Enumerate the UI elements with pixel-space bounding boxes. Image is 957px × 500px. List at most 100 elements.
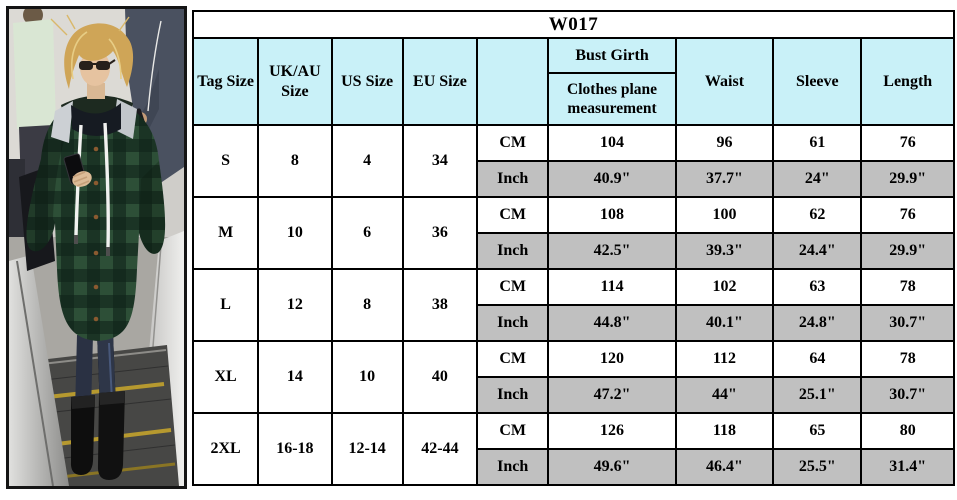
size-chart-table: W017 Tag Size UK/AU Size US Size EU Size…: [191, 10, 955, 486]
cell-bust: 114: [547, 268, 677, 306]
cell-uk-au-size: 12: [257, 268, 333, 342]
cell-sleeve: 24.4": [772, 232, 863, 270]
table-row: 2XL 16-18 12-14 42-44 CM 126 118 65 80: [191, 412, 955, 486]
col-header-bust-girth: Bust Girth: [547, 37, 677, 74]
product-photo: [6, 6, 187, 489]
col-header-clothes-plane: Clothes plane measurement: [547, 72, 677, 126]
cell-sleeve: 63: [772, 268, 863, 306]
cell-sleeve: 24": [772, 160, 863, 198]
cell-bust: 44.8": [547, 304, 677, 342]
table-row: L 12 8 38 CM 114 102 63 78: [191, 268, 955, 342]
cell-bust: 49.6": [547, 448, 677, 486]
cell-length: 29.9": [860, 160, 955, 198]
cell-us-size: 12-14: [330, 412, 404, 486]
cell-tag-size: S: [191, 124, 260, 198]
cell-unit: Inch: [476, 304, 550, 342]
cell-unit: Inch: [476, 376, 550, 414]
cell-us-size: 6: [330, 196, 404, 270]
cell-sleeve: 65: [772, 412, 863, 450]
col-header-eu-size: EU Size: [401, 37, 479, 126]
cell-sleeve: 62: [772, 196, 863, 234]
cell-uk-au-size: 16-18: [257, 412, 333, 486]
col-header-sleeve: Sleeve: [772, 37, 863, 126]
table-row: Inch 49.6" 46.4" 25.5" 31.4": [193, 448, 955, 486]
cell-eu-size: 34: [401, 124, 479, 198]
cell-sleeve: 61: [772, 124, 863, 162]
cell-length: 30.7": [860, 304, 955, 342]
header-row: Tag Size UK/AU Size US Size EU Size Bust…: [191, 37, 955, 126]
cell-bust: 104: [547, 124, 677, 162]
col-header-unit: [476, 37, 550, 126]
model-figure: [19, 14, 166, 480]
cell-sleeve: 24.8": [772, 304, 863, 342]
cell-bust: 40.9": [547, 160, 677, 198]
cell-tag-size: XL: [191, 340, 260, 414]
cell-us-size: 8: [330, 268, 404, 342]
cell-uk-au-size: 14: [257, 340, 333, 414]
col-header-us-size: US Size: [330, 37, 404, 126]
table-row: Inch 42.5" 39.3" 24.4" 29.9": [193, 232, 955, 270]
cell-tag-size: 2XL: [191, 412, 260, 486]
table-row: S 8 4 34 CM 104 96 61 76: [191, 124, 955, 198]
cell-bust: 120: [547, 340, 677, 378]
cell-uk-au-size: 10: [257, 196, 333, 270]
cell-unit: CM: [476, 340, 550, 378]
cell-length: 76: [860, 196, 955, 234]
col-header-length: Length: [860, 37, 955, 126]
col-header-tag-size: Tag Size: [191, 37, 260, 126]
cell-unit: CM: [476, 124, 550, 162]
sunglasses: [79, 59, 116, 70]
cell-tag-size: M: [191, 196, 260, 270]
cell-waist: 46.4": [674, 448, 775, 486]
col-header-waist: Waist: [674, 37, 775, 126]
cell-waist: 44": [674, 376, 775, 414]
cell-waist: 118: [674, 412, 775, 450]
cell-length: 29.9": [860, 232, 955, 270]
cell-unit: Inch: [476, 232, 550, 270]
button-placket: [93, 146, 99, 322]
cell-length: 76: [860, 124, 955, 162]
cell-tag-size: L: [191, 268, 260, 342]
cell-eu-size: 38: [401, 268, 479, 342]
table-title: W017: [192, 10, 955, 39]
cell-waist: 100: [674, 196, 775, 234]
cell-bust: 42.5": [547, 232, 677, 270]
cell-unit: CM: [476, 196, 550, 234]
cell-length: 30.7": [860, 376, 955, 414]
table-row: Inch 40.9" 37.7" 24" 29.9": [193, 160, 955, 198]
cell-eu-size: 36: [401, 196, 479, 270]
cell-length: 78: [860, 340, 955, 378]
cell-waist: 39.3": [674, 232, 775, 270]
cell-us-size: 10: [330, 340, 404, 414]
cell-eu-size: 40: [401, 340, 479, 414]
cell-sleeve: 64: [772, 340, 863, 378]
cell-bust: 108: [547, 196, 677, 234]
title-row: W017: [192, 10, 955, 39]
cell-waist: 96: [674, 124, 775, 162]
cell-waist: 40.1": [674, 304, 775, 342]
cell-bust: 47.2": [547, 376, 677, 414]
header-subrow: Clothes plane measurement: [193, 72, 954, 126]
cell-waist: 112: [674, 340, 775, 378]
plaid-jacket: [26, 99, 166, 341]
cell-us-size: 4: [330, 124, 404, 198]
hair: [50, 14, 134, 89]
cell-unit: CM: [476, 268, 550, 306]
cell-length: 78: [860, 268, 955, 306]
col-header-uk-au-size: UK/AU Size: [257, 37, 333, 126]
cell-waist: 102: [674, 268, 775, 306]
cell-length: 31.4": [860, 448, 955, 486]
table-row: Inch 44.8" 40.1" 24.8" 30.7": [193, 304, 955, 342]
table-row: M 10 6 36 CM 108 100 62 76: [191, 196, 955, 270]
cell-waist: 37.7": [674, 160, 775, 198]
phone-in-hand: [63, 153, 92, 187]
cell-sleeve: 25.1": [772, 376, 863, 414]
table-row: XL 14 10 40 CM 120 112 64 78: [191, 340, 955, 414]
cell-uk-au-size: 8: [257, 124, 333, 198]
table-row: Inch 47.2" 44" 25.1" 30.7": [193, 376, 955, 414]
cell-unit: CM: [476, 412, 550, 450]
cell-bust: 126: [547, 412, 677, 450]
cell-unit: Inch: [476, 448, 550, 486]
cell-eu-size: 42-44: [401, 412, 479, 486]
